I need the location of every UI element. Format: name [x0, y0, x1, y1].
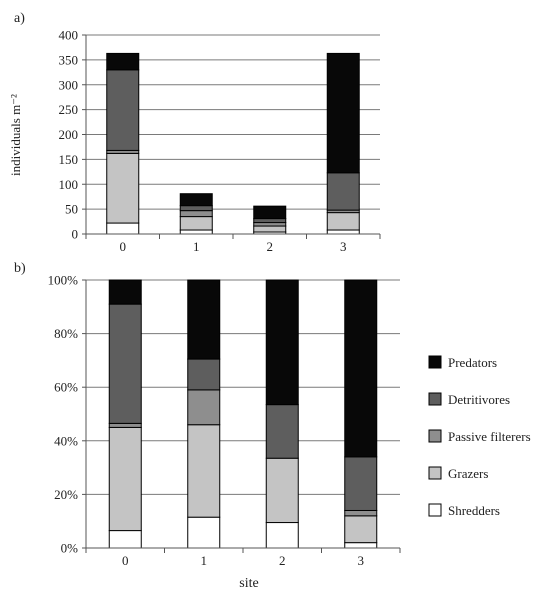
b-bar-detritivores-site-2 — [265, 404, 299, 459]
a-y-tick-label: 50 — [65, 202, 78, 217]
b-x-tick-label: 0 — [122, 553, 129, 568]
b-bar-shredders-site-0 — [108, 530, 142, 549]
b-x-tick-label: 2 — [279, 553, 286, 568]
b-y-tick-label: 60% — [54, 380, 78, 395]
panel-b-bars — [108, 279, 378, 549]
a-y-tick-label: 350 — [59, 52, 79, 67]
b-bar-detritivores-site-0 — [108, 303, 142, 424]
panel-a-y-ticks: 0 50 100 150 200 250 300 350 400 — [59, 28, 87, 242]
b-bar-grazers-site-3 — [344, 515, 378, 544]
b-bar-detritivores-site-1 — [187, 358, 221, 391]
b-bar-passive-filterers-site-0 — [108, 422, 142, 428]
a-bar-predators-site-0 — [106, 52, 140, 71]
legend-label: Shredders — [448, 503, 500, 518]
b-bar-grazers-site-2 — [265, 457, 299, 524]
b-bar-shredders-site-3 — [344, 542, 378, 549]
a-bar-grazers-site-0 — [106, 152, 140, 224]
b-y-tick-label: 40% — [54, 433, 78, 448]
a-bar-shredders-site-0 — [106, 222, 140, 235]
a-y-tick-label: 100 — [59, 177, 79, 192]
a-bar-shredders-site-3 — [326, 229, 360, 235]
a-bar-detritivores-site-2 — [253, 218, 287, 224]
b-y-tick-label: 100% — [48, 273, 79, 288]
panel-b-y-ticks: 0% 20% 40% 60% 80% 100% — [48, 273, 87, 556]
b-bar-predators-site-3 — [344, 279, 378, 458]
b-bar-detritivores-site-3 — [344, 456, 378, 511]
a-x-tick-label: 2 — [267, 239, 274, 254]
b-x-tick-label: 3 — [358, 553, 365, 568]
legend: Predators Detritivores Passive filterers Gr… — [428, 355, 531, 518]
legend-swatch-shredders — [428, 503, 442, 517]
a-y-tick-label: 200 — [59, 127, 79, 142]
b-bar-shredders-site-1 — [187, 516, 221, 549]
a-bar-detritivores-site-3 — [326, 172, 360, 211]
a-bar-shredders-site-1 — [179, 229, 213, 235]
b-bar-grazers-site-1 — [187, 424, 221, 518]
b-bar-predators-site-1 — [187, 279, 221, 360]
b-bar-predators-site-2 — [265, 279, 299, 406]
a-x-tick-label: 3 — [340, 239, 347, 254]
panel-b-x-axis-label: site — [239, 576, 258, 589]
a-bar-passive-filterers-site-1 — [179, 210, 213, 218]
panel-a: a) individuals m⁻² 0 50 100 150 200 250 300 350… — [8, 11, 381, 254]
panel-a-bars — [106, 52, 360, 235]
a-bar-predators-site-2 — [253, 205, 287, 220]
b-y-tick-label: 0% — [61, 541, 79, 556]
a-bar-predators-site-1 — [179, 193, 213, 207]
panel-a-x-axis: 0 1 2 3 — [85, 233, 381, 254]
panel-b: b) 0% 20% 40% 60% 80% 100% 0 1 2 3 site — [14, 261, 401, 589]
b-bar-predators-site-0 — [108, 279, 142, 305]
a-bar-grazers-site-1 — [179, 216, 213, 231]
legend-swatch-passive-filterers — [428, 429, 442, 443]
b-y-tick-label: 80% — [54, 326, 78, 341]
a-y-tick-label: 250 — [59, 102, 79, 117]
panel-b-label: b) — [14, 261, 26, 276]
b-bar-passive-filterers-site-3 — [344, 509, 378, 517]
b-bar-grazers-site-0 — [108, 426, 142, 532]
legend-swatch-predators — [428, 355, 442, 369]
b-bar-passive-filterers-site-1 — [187, 389, 221, 426]
a-bar-passive-filterers-site-2 — [253, 222, 287, 227]
legend-swatch-detritivores — [428, 392, 442, 406]
panel-a-label: a) — [14, 11, 25, 26]
a-x-tick-label: 0 — [120, 239, 127, 254]
b-bar-shredders-site-2 — [265, 522, 299, 549]
a-bar-grazers-site-2 — [253, 225, 287, 233]
b-x-tick-label: 1 — [201, 553, 208, 568]
a-x-tick-label: 1 — [193, 239, 200, 254]
a-y-tick-label: 400 — [59, 28, 79, 43]
a-y-tick-label: 150 — [59, 152, 79, 167]
a-bar-predators-site-3 — [326, 52, 360, 174]
panel-b-x-axis: 0 1 2 3 — [85, 547, 401, 568]
legend-swatch-grazers — [428, 466, 442, 480]
b-y-tick-label: 20% — [54, 487, 78, 502]
legend-label: Passive filterers — [448, 429, 531, 444]
legend-label: Grazers — [448, 466, 488, 481]
legend-label: Predators — [448, 355, 497, 370]
panel-a-y-axis-label: individuals m⁻² — [8, 94, 23, 176]
a-y-tick-label: 300 — [59, 77, 79, 92]
a-bar-grazers-site-3 — [326, 212, 360, 231]
a-y-tick-label: 0 — [72, 227, 79, 242]
a-bar-detritivores-site-0 — [106, 69, 140, 151]
a-bar-detritivores-site-1 — [179, 205, 213, 212]
legend-label: Detritivores — [448, 392, 510, 407]
